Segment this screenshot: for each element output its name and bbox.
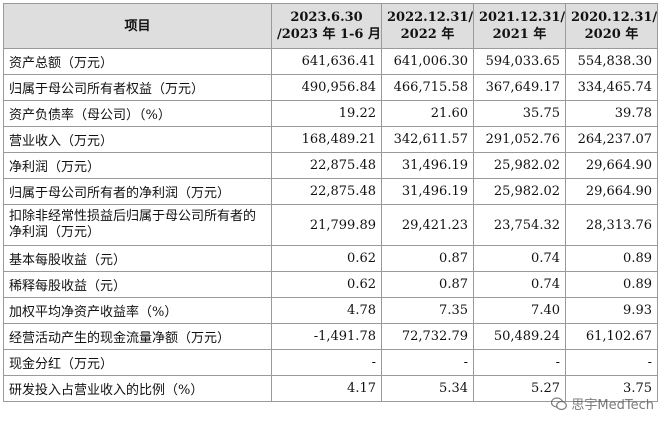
table-row: 研发投入占营业收入的比例（%） 4.17 5.34 5.27 3.75 (3, 375, 658, 402)
cell-value: 7.35 (381, 297, 474, 324)
cell-value: 22,875.48 (271, 152, 382, 179)
watermark-text: 思宇MedTech (571, 398, 654, 413)
cell-value: 31,496.19 (381, 152, 474, 179)
cell-value: 367,649.17 (473, 74, 566, 101)
cell-value: 72,732.79 (381, 323, 474, 350)
cell-value: 29,664.90 (565, 152, 658, 179)
row-label: 经营活动产生的现金流量净额（万元） (3, 323, 272, 350)
header-period-2022: 2022.12.31/ 2022 年 (381, 3, 474, 49)
row-label: 净利润（万元） (3, 152, 272, 179)
cell-value: 25,982.02 (473, 152, 566, 179)
cell-value: 35.75 (473, 100, 566, 127)
cell-value: 334,465.74 (565, 74, 658, 101)
row-label: 现金分红（万元） (3, 349, 272, 376)
cell-value: -1,491.78 (271, 323, 382, 350)
cell-value: 4.78 (271, 297, 382, 324)
table-row: 稀释每股收益（元） 0.62 0.87 0.74 0.89 (3, 271, 658, 298)
table-row: 基本每股收益（元） 0.62 0.87 0.74 0.89 (3, 245, 658, 272)
table-row: 现金分红（万元） - - - - (3, 349, 658, 376)
table-row: 资产总额（万元） 641,636.41 641,006.30 594,033.65 55… (3, 48, 658, 75)
cell-value: 641,006.30 (381, 48, 474, 75)
cell-value: 4.17 (271, 375, 382, 402)
cell-value: - (473, 349, 566, 376)
row-label: 基本每股收益（元） (3, 245, 272, 272)
cell-value: 29,421.23 (381, 204, 474, 246)
row-label: 资产负债率（母公司）（%） (3, 100, 272, 127)
cell-value: - (565, 349, 658, 376)
cell-value: 19.22 (271, 100, 382, 127)
row-label: 归属于母公司所有者的净利润（万元） (3, 178, 272, 205)
table-row: 扣除非经常性损益后归属于母公司所有者的净利润（万元） 21,799.89 29,42… (3, 204, 658, 246)
cell-value: 39.78 (565, 100, 658, 127)
cell-value: 9.93 (565, 297, 658, 324)
cell-value: 0.89 (565, 271, 658, 298)
cell-value: 50,489.24 (473, 323, 566, 350)
cell-value: 61,102.67 (565, 323, 658, 350)
cell-value: 0.74 (473, 245, 566, 272)
table-row: 净利润（万元） 22,875.48 31,496.19 25,982.02 29,664… (3, 152, 658, 179)
cell-value: 23,754.32 (473, 204, 566, 246)
cell-value: 0.87 (381, 245, 474, 272)
cell-value: 25,982.02 (473, 178, 566, 205)
table-row: 加权平均净资产收益率（%） 4.78 7.35 7.40 9.93 (3, 297, 658, 324)
cell-value: 22,875.48 (271, 178, 382, 205)
header-item: 项目 (3, 3, 272, 49)
row-label: 研发投入占营业收入的比例（%） (3, 375, 272, 402)
cell-value: 641,636.41 (271, 48, 382, 75)
cell-value: 5.34 (381, 375, 474, 402)
financial-data-table: 项目 2023.6.30 /2023 年 1-6 月 2022.12.31/ 2… (3, 3, 658, 402)
row-label: 扣除非经常性损益后归属于母公司所有者的净利润（万元） (3, 204, 272, 246)
cell-value: 0.87 (381, 271, 474, 298)
cell-value: 31,496.19 (381, 178, 474, 205)
cell-value: 0.62 (271, 271, 382, 298)
cell-value: - (381, 349, 474, 376)
cell-value: 3.75 (565, 375, 658, 402)
cell-value: 466,715.58 (381, 74, 474, 101)
cell-value: 21.60 (381, 100, 474, 127)
table-row: 归属于母公司所有者权益（万元） 490,956.84 466,715.58 367,6… (3, 74, 658, 101)
cell-value: 490,956.84 (271, 74, 382, 101)
cell-value: 168,489.21 (271, 126, 382, 153)
row-label: 加权平均净资产收益率（%） (3, 297, 272, 324)
table-row: 资产负债率（母公司）（%） 19.22 21.60 35.75 39.78 (3, 100, 658, 127)
cell-value: 29,664.90 (565, 178, 658, 205)
cell-value: 594,033.65 (473, 48, 566, 75)
cell-value: 5.27 (473, 375, 566, 402)
header-period-2023h1: 2023.6.30 /2023 年 1-6 月 (271, 3, 382, 49)
row-label: 稀释每股收益（元） (3, 271, 272, 298)
cell-value: 342,611.57 (381, 126, 474, 153)
cell-value: 0.62 (271, 245, 382, 272)
row-label: 归属于母公司所有者权益（万元） (3, 74, 272, 101)
cell-value: 7.40 (473, 297, 566, 324)
watermark: 思宇MedTech (551, 394, 654, 413)
cell-value: 0.74 (473, 271, 566, 298)
table-row: 归属于母公司所有者的净利润（万元） 22,875.48 31,496.19 25,98… (3, 178, 658, 205)
cell-value: 264,237.07 (565, 126, 658, 153)
cell-value: - (271, 349, 382, 376)
header-period-2020: 2020.12.31/ 2020 年 (565, 3, 658, 49)
row-label: 营业收入（万元） (3, 126, 272, 153)
cell-value: 28,313.76 (565, 204, 658, 246)
row-label: 资产总额（万元） (3, 48, 272, 75)
table-header-row: 项目 2023.6.30 /2023 年 1-6 月 2022.12.31/ 2… (3, 3, 658, 49)
header-period-2021: 2021.12.31/ 2021 年 (473, 3, 566, 49)
table-row: 经营活动产生的现金流量净额（万元） -1,491.78 72,732.79 50,48… (3, 323, 658, 350)
cell-value: 554,838.30 (565, 48, 658, 75)
cell-value: 291,052.76 (473, 126, 566, 153)
cell-value: 0.89 (565, 245, 658, 272)
table-row: 营业收入（万元） 168,489.21 342,611.57 291,052.76 26… (3, 126, 658, 153)
cell-value: 21,799.89 (271, 204, 382, 246)
wechat-icon (551, 396, 568, 410)
